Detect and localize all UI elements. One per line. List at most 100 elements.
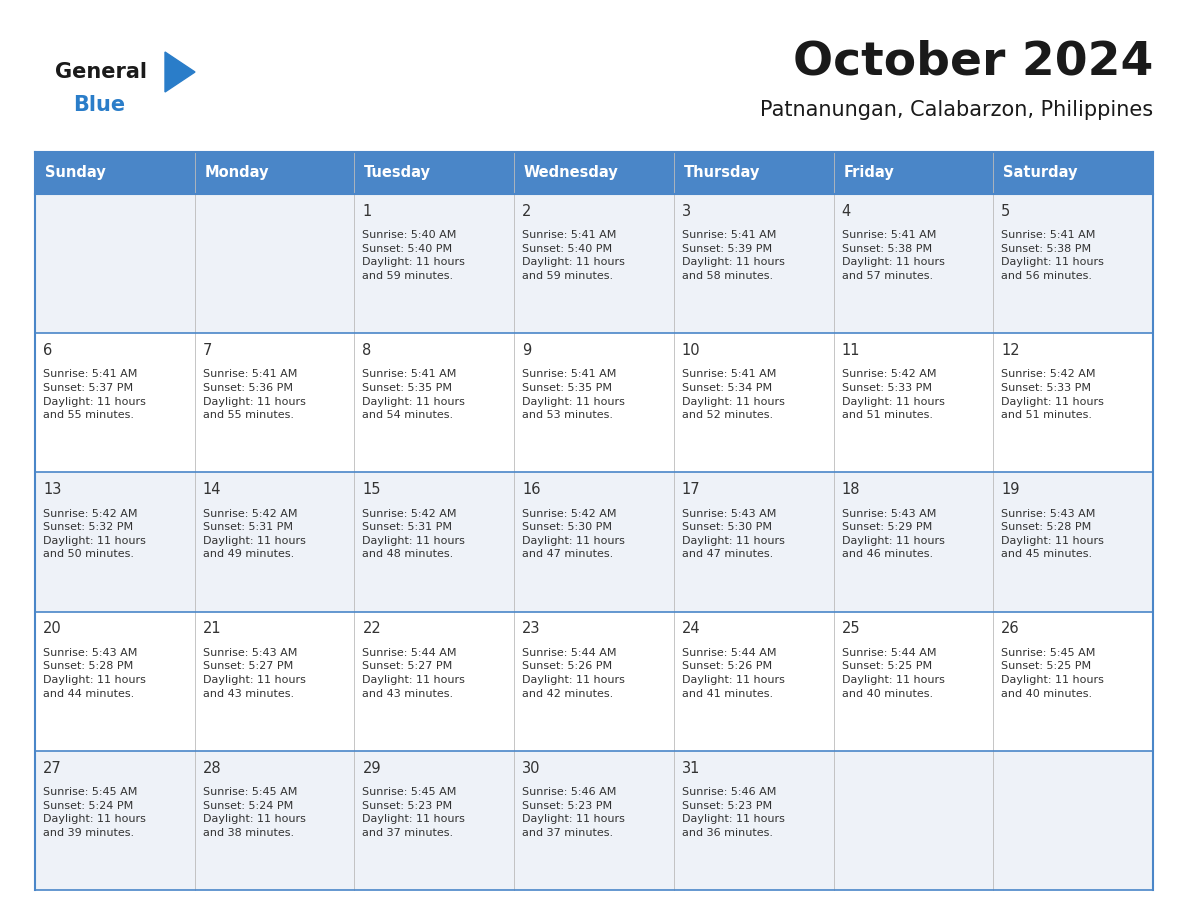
FancyBboxPatch shape bbox=[834, 152, 993, 194]
Text: 28: 28 bbox=[203, 760, 221, 776]
FancyBboxPatch shape bbox=[674, 152, 834, 194]
Text: Sunrise: 5:41 AM
Sunset: 5:34 PM
Daylight: 11 hours
and 52 minutes.: Sunrise: 5:41 AM Sunset: 5:34 PM Dayligh… bbox=[682, 369, 785, 420]
FancyBboxPatch shape bbox=[514, 194, 674, 333]
Text: 8: 8 bbox=[362, 343, 372, 358]
FancyBboxPatch shape bbox=[195, 473, 354, 611]
Text: Sunrise: 5:42 AM
Sunset: 5:31 PM
Daylight: 11 hours
and 48 minutes.: Sunrise: 5:42 AM Sunset: 5:31 PM Dayligh… bbox=[362, 509, 466, 559]
FancyBboxPatch shape bbox=[834, 473, 993, 611]
Text: 22: 22 bbox=[362, 621, 381, 636]
Text: Saturday: Saturday bbox=[1003, 165, 1078, 181]
Text: Sunrise: 5:42 AM
Sunset: 5:30 PM
Daylight: 11 hours
and 47 minutes.: Sunrise: 5:42 AM Sunset: 5:30 PM Dayligh… bbox=[523, 509, 625, 559]
Text: 16: 16 bbox=[523, 482, 541, 498]
FancyBboxPatch shape bbox=[834, 611, 993, 751]
Text: Sunrise: 5:43 AM
Sunset: 5:28 PM
Daylight: 11 hours
and 45 minutes.: Sunrise: 5:43 AM Sunset: 5:28 PM Dayligh… bbox=[1001, 509, 1104, 559]
Text: Tuesday: Tuesday bbox=[364, 165, 431, 181]
Text: 13: 13 bbox=[43, 482, 62, 498]
FancyBboxPatch shape bbox=[354, 333, 514, 473]
Text: Sunrise: 5:43 AM
Sunset: 5:27 PM
Daylight: 11 hours
and 43 minutes.: Sunrise: 5:43 AM Sunset: 5:27 PM Dayligh… bbox=[203, 648, 305, 699]
Text: 26: 26 bbox=[1001, 621, 1019, 636]
Text: Sunrise: 5:45 AM
Sunset: 5:24 PM
Daylight: 11 hours
and 38 minutes.: Sunrise: 5:45 AM Sunset: 5:24 PM Dayligh… bbox=[203, 787, 305, 838]
FancyBboxPatch shape bbox=[195, 333, 354, 473]
FancyBboxPatch shape bbox=[834, 333, 993, 473]
FancyBboxPatch shape bbox=[993, 194, 1154, 333]
Text: 24: 24 bbox=[682, 621, 701, 636]
Text: Sunday: Sunday bbox=[45, 165, 106, 181]
Text: 31: 31 bbox=[682, 760, 700, 776]
FancyBboxPatch shape bbox=[514, 152, 674, 194]
FancyBboxPatch shape bbox=[834, 194, 993, 333]
Text: General: General bbox=[55, 62, 147, 82]
Text: Sunrise: 5:44 AM
Sunset: 5:26 PM
Daylight: 11 hours
and 42 minutes.: Sunrise: 5:44 AM Sunset: 5:26 PM Dayligh… bbox=[523, 648, 625, 699]
Text: Sunrise: 5:41 AM
Sunset: 5:35 PM
Daylight: 11 hours
and 53 minutes.: Sunrise: 5:41 AM Sunset: 5:35 PM Dayligh… bbox=[523, 369, 625, 420]
FancyBboxPatch shape bbox=[354, 473, 514, 611]
Text: Sunrise: 5:41 AM
Sunset: 5:39 PM
Daylight: 11 hours
and 58 minutes.: Sunrise: 5:41 AM Sunset: 5:39 PM Dayligh… bbox=[682, 230, 785, 281]
FancyBboxPatch shape bbox=[834, 751, 993, 890]
Text: Sunrise: 5:42 AM
Sunset: 5:33 PM
Daylight: 11 hours
and 51 minutes.: Sunrise: 5:42 AM Sunset: 5:33 PM Dayligh… bbox=[1001, 369, 1104, 420]
FancyBboxPatch shape bbox=[34, 194, 195, 333]
Text: Sunrise: 5:46 AM
Sunset: 5:23 PM
Daylight: 11 hours
and 37 minutes.: Sunrise: 5:46 AM Sunset: 5:23 PM Dayligh… bbox=[523, 787, 625, 838]
Text: 10: 10 bbox=[682, 343, 701, 358]
Text: 3: 3 bbox=[682, 204, 691, 218]
FancyBboxPatch shape bbox=[514, 751, 674, 890]
Text: Sunrise: 5:41 AM
Sunset: 5:38 PM
Daylight: 11 hours
and 57 minutes.: Sunrise: 5:41 AM Sunset: 5:38 PM Dayligh… bbox=[841, 230, 944, 281]
Text: Sunrise: 5:45 AM
Sunset: 5:24 PM
Daylight: 11 hours
and 39 minutes.: Sunrise: 5:45 AM Sunset: 5:24 PM Dayligh… bbox=[43, 787, 146, 838]
Text: 11: 11 bbox=[841, 343, 860, 358]
FancyBboxPatch shape bbox=[34, 611, 195, 751]
FancyBboxPatch shape bbox=[195, 152, 354, 194]
Text: 20: 20 bbox=[43, 621, 62, 636]
Text: Patnanungan, Calabarzon, Philippines: Patnanungan, Calabarzon, Philippines bbox=[760, 100, 1154, 120]
Text: Thursday: Thursday bbox=[683, 165, 760, 181]
Text: Sunrise: 5:44 AM
Sunset: 5:27 PM
Daylight: 11 hours
and 43 minutes.: Sunrise: 5:44 AM Sunset: 5:27 PM Dayligh… bbox=[362, 648, 466, 699]
Text: Sunrise: 5:42 AM
Sunset: 5:33 PM
Daylight: 11 hours
and 51 minutes.: Sunrise: 5:42 AM Sunset: 5:33 PM Dayligh… bbox=[841, 369, 944, 420]
Text: Blue: Blue bbox=[72, 95, 125, 115]
Text: 21: 21 bbox=[203, 621, 221, 636]
Text: 30: 30 bbox=[523, 760, 541, 776]
Text: 23: 23 bbox=[523, 621, 541, 636]
FancyBboxPatch shape bbox=[34, 152, 195, 194]
Text: Wednesday: Wednesday bbox=[524, 165, 619, 181]
Text: 4: 4 bbox=[841, 204, 851, 218]
FancyBboxPatch shape bbox=[195, 194, 354, 333]
FancyBboxPatch shape bbox=[993, 333, 1154, 473]
Text: 15: 15 bbox=[362, 482, 381, 498]
FancyBboxPatch shape bbox=[674, 333, 834, 473]
Text: Sunrise: 5:42 AM
Sunset: 5:32 PM
Daylight: 11 hours
and 50 minutes.: Sunrise: 5:42 AM Sunset: 5:32 PM Dayligh… bbox=[43, 509, 146, 559]
FancyBboxPatch shape bbox=[354, 194, 514, 333]
FancyBboxPatch shape bbox=[354, 152, 514, 194]
Text: 19: 19 bbox=[1001, 482, 1019, 498]
Text: 17: 17 bbox=[682, 482, 701, 498]
FancyBboxPatch shape bbox=[34, 333, 195, 473]
FancyBboxPatch shape bbox=[993, 611, 1154, 751]
Text: Sunrise: 5:45 AM
Sunset: 5:23 PM
Daylight: 11 hours
and 37 minutes.: Sunrise: 5:45 AM Sunset: 5:23 PM Dayligh… bbox=[362, 787, 466, 838]
Text: 18: 18 bbox=[841, 482, 860, 498]
Text: Sunrise: 5:41 AM
Sunset: 5:37 PM
Daylight: 11 hours
and 55 minutes.: Sunrise: 5:41 AM Sunset: 5:37 PM Dayligh… bbox=[43, 369, 146, 420]
FancyBboxPatch shape bbox=[674, 194, 834, 333]
FancyBboxPatch shape bbox=[195, 751, 354, 890]
FancyBboxPatch shape bbox=[674, 611, 834, 751]
Text: Sunrise: 5:46 AM
Sunset: 5:23 PM
Daylight: 11 hours
and 36 minutes.: Sunrise: 5:46 AM Sunset: 5:23 PM Dayligh… bbox=[682, 787, 785, 838]
Text: 5: 5 bbox=[1001, 204, 1011, 218]
FancyBboxPatch shape bbox=[354, 751, 514, 890]
FancyBboxPatch shape bbox=[195, 611, 354, 751]
Text: Sunrise: 5:43 AM
Sunset: 5:29 PM
Daylight: 11 hours
and 46 minutes.: Sunrise: 5:43 AM Sunset: 5:29 PM Dayligh… bbox=[841, 509, 944, 559]
Text: Monday: Monday bbox=[204, 165, 268, 181]
FancyBboxPatch shape bbox=[993, 751, 1154, 890]
FancyBboxPatch shape bbox=[993, 152, 1154, 194]
Text: Sunrise: 5:40 AM
Sunset: 5:40 PM
Daylight: 11 hours
and 59 minutes.: Sunrise: 5:40 AM Sunset: 5:40 PM Dayligh… bbox=[362, 230, 466, 281]
Text: 7: 7 bbox=[203, 343, 213, 358]
FancyBboxPatch shape bbox=[674, 473, 834, 611]
Polygon shape bbox=[165, 52, 195, 92]
Text: Sunrise: 5:44 AM
Sunset: 5:25 PM
Daylight: 11 hours
and 40 minutes.: Sunrise: 5:44 AM Sunset: 5:25 PM Dayligh… bbox=[841, 648, 944, 699]
FancyBboxPatch shape bbox=[514, 473, 674, 611]
Text: 25: 25 bbox=[841, 621, 860, 636]
Text: Sunrise: 5:43 AM
Sunset: 5:28 PM
Daylight: 11 hours
and 44 minutes.: Sunrise: 5:43 AM Sunset: 5:28 PM Dayligh… bbox=[43, 648, 146, 699]
FancyBboxPatch shape bbox=[514, 333, 674, 473]
Text: Sunrise: 5:44 AM
Sunset: 5:26 PM
Daylight: 11 hours
and 41 minutes.: Sunrise: 5:44 AM Sunset: 5:26 PM Dayligh… bbox=[682, 648, 785, 699]
Text: Sunrise: 5:45 AM
Sunset: 5:25 PM
Daylight: 11 hours
and 40 minutes.: Sunrise: 5:45 AM Sunset: 5:25 PM Dayligh… bbox=[1001, 648, 1104, 699]
FancyBboxPatch shape bbox=[514, 611, 674, 751]
Text: 9: 9 bbox=[523, 343, 531, 358]
FancyBboxPatch shape bbox=[993, 473, 1154, 611]
Text: 6: 6 bbox=[43, 343, 52, 358]
Text: 14: 14 bbox=[203, 482, 221, 498]
FancyBboxPatch shape bbox=[674, 751, 834, 890]
